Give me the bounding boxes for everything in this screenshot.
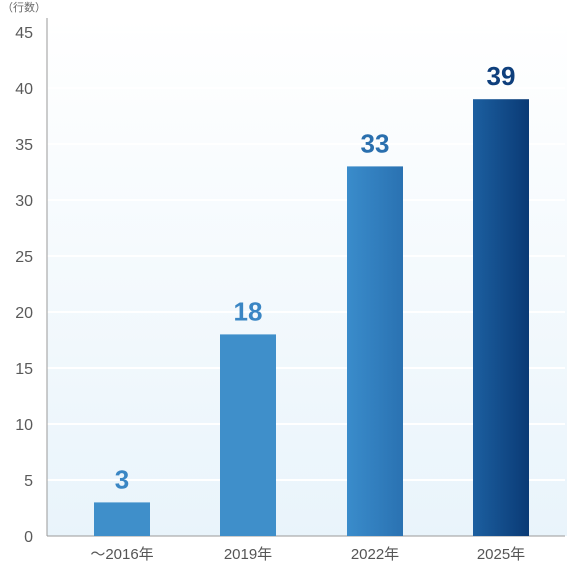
data-label: 39 [487, 61, 516, 91]
y-tick-label: 0 [24, 529, 33, 546]
data-label: 33 [361, 128, 390, 158]
bar [473, 99, 529, 536]
bars [94, 99, 529, 536]
y-tick-label: 35 [15, 137, 33, 154]
x-axis: ～2016年 2019年 2022年 2025年 [90, 546, 525, 563]
bar [94, 502, 150, 536]
x-tick-label: 2019年 [224, 546, 272, 563]
y-tick-label: 25 [15, 249, 33, 266]
x-tick-label: ～2016年 [90, 546, 153, 563]
y-tick-label: 30 [15, 193, 33, 210]
y-tick-label: 40 [15, 81, 33, 98]
y-tick-label: 5 [24, 473, 33, 490]
data-label: 18 [234, 296, 263, 326]
y-axis: 0 5 10 15 20 25 30 35 40 45 [15, 18, 565, 546]
x-tick-label: 2025年 [477, 546, 525, 563]
y-tick-label: 20 [15, 305, 33, 322]
y-tick-label: 10 [15, 417, 33, 434]
bar [347, 166, 403, 536]
y-tick-label: 45 [15, 25, 33, 42]
y-tick-label: 15 [15, 361, 33, 378]
y-unit-label: （行数） [2, 1, 46, 14]
data-label: 3 [115, 464, 129, 494]
x-tick-label: 2022年 [351, 546, 399, 563]
bar [220, 334, 276, 536]
data-labels: 3 18 33 39 [115, 61, 516, 494]
